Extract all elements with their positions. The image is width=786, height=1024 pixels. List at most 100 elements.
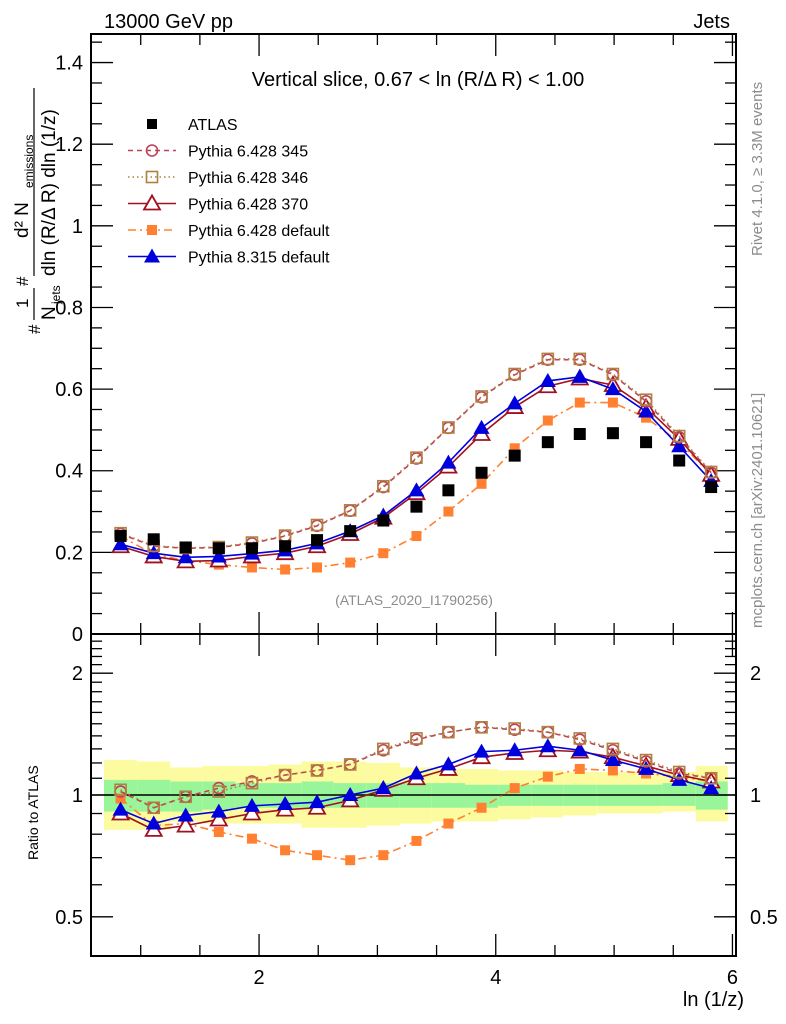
y-tick-label: 0.6 xyxy=(55,379,83,401)
data-point xyxy=(541,436,554,449)
ylabel-numerator-sub: emissions xyxy=(22,135,36,188)
y-tick-label: 0 xyxy=(72,624,83,646)
rivet-label-group: Rivet 4.1.0, ≥ 3.3M events xyxy=(749,82,766,256)
data-point xyxy=(640,436,653,449)
ylabel-numerator: d² N xyxy=(12,202,33,238)
data-point xyxy=(571,368,588,383)
ratio-ylabel-group: Ratio to ATLAS xyxy=(25,765,41,860)
data-point xyxy=(475,466,488,479)
ratio-point xyxy=(242,803,262,821)
data-point xyxy=(574,397,585,408)
data-point xyxy=(573,352,587,366)
ratio-point xyxy=(114,783,127,797)
main-series xyxy=(111,352,721,575)
ylabel-prefactor-den-hash: # xyxy=(25,324,44,334)
y-tick-label: 1.2 xyxy=(55,134,83,156)
ratio-point xyxy=(345,855,356,866)
ratio-tick-label-right: 2 xyxy=(750,663,761,685)
legend-item: Pythia 6.428 370 xyxy=(128,193,308,214)
ylabel-prefactor-sub: jets xyxy=(49,285,63,305)
data-point xyxy=(506,395,523,410)
ratio-point xyxy=(312,850,323,861)
ratio-point xyxy=(309,794,326,809)
ratio-point xyxy=(410,732,423,745)
ratio-point xyxy=(476,802,487,813)
legend-label: Pythia 6.428 default xyxy=(188,223,330,240)
legend-marker xyxy=(142,193,162,211)
mcplots-label-group: mcplots.cern.ch [arXiv:2401.10621] xyxy=(749,393,766,628)
ylabel-prefactor-den: N xyxy=(39,306,60,320)
ratio-point xyxy=(475,721,488,734)
ratio-point xyxy=(280,845,291,856)
ratio-series-pythia-6-428-346 xyxy=(114,721,718,815)
data-point xyxy=(179,541,192,554)
data-point xyxy=(606,367,620,381)
legend-item: Pythia 6.428 346 xyxy=(128,170,308,187)
legend-label: ATLAS xyxy=(188,117,238,134)
series-atlas xyxy=(114,427,718,555)
data-point xyxy=(672,429,686,443)
ratio-point xyxy=(343,758,357,771)
ratio-point xyxy=(508,722,521,735)
ratio-point xyxy=(440,756,457,771)
data-point xyxy=(410,500,423,513)
ratio-point xyxy=(243,797,260,812)
ratio-point xyxy=(638,760,655,775)
ratio-point xyxy=(573,732,587,745)
ratio-point xyxy=(574,763,585,774)
data-point xyxy=(177,549,194,564)
series-line xyxy=(120,358,712,550)
legend-label: Pythia 6.428 345 xyxy=(188,144,308,161)
data-point xyxy=(411,531,422,542)
y-tick-label: 1 xyxy=(72,216,83,238)
y-tick-label: 0.4 xyxy=(55,461,83,483)
data-point xyxy=(476,478,487,489)
ratio-series-pythia-8-315-default xyxy=(112,738,720,830)
data-point xyxy=(607,397,618,408)
ratio-line xyxy=(120,726,712,809)
legend-item: Pythia 8.315 default xyxy=(128,248,330,267)
data-point xyxy=(638,403,655,418)
ratio-point xyxy=(539,738,556,753)
data-point xyxy=(280,564,291,575)
ratio-point xyxy=(442,725,455,739)
data-point xyxy=(673,454,686,467)
ratio-point xyxy=(639,753,653,767)
legend-label: Pythia 6.428 346 xyxy=(188,170,308,187)
ratio-tick-label-right: 0.5 xyxy=(750,907,778,929)
ratio-tick-label-left: 2 xyxy=(72,663,83,685)
data-point xyxy=(508,449,521,462)
rivet-label: Rivet 4.1.0, ≥ 3.3M events xyxy=(749,82,766,256)
ratio-point xyxy=(604,752,621,767)
ratio-point xyxy=(378,850,389,861)
legend-marker xyxy=(147,119,157,129)
ratio-point xyxy=(179,790,192,804)
legend-item: Pythia 6.428 345 xyxy=(128,144,308,161)
ratio-point xyxy=(342,787,359,801)
ratio-point xyxy=(703,780,720,795)
ratio-point xyxy=(115,793,126,804)
data-point xyxy=(473,419,490,434)
ratio-tick-label-right: 1 xyxy=(750,785,761,807)
ratio-point xyxy=(607,765,618,776)
data-point xyxy=(378,548,389,559)
ratio-point xyxy=(672,765,686,779)
data-point xyxy=(641,412,652,423)
legend-label: Pythia 8.315 default xyxy=(188,250,330,267)
ratio-point xyxy=(506,742,523,757)
data-point xyxy=(343,504,357,517)
data-point xyxy=(310,518,324,532)
ratio-point xyxy=(606,742,620,756)
data-point xyxy=(541,352,555,366)
ratio-point xyxy=(375,780,392,795)
data-point xyxy=(443,506,454,517)
ratio-point xyxy=(212,785,226,798)
data-point xyxy=(475,390,488,403)
data-point xyxy=(705,481,718,494)
axes: 0 0.2 0.4 0.6 0.8 1 1.2 1.4 2 4 6 0.5 0.5 1 1 2 2 xyxy=(55,33,778,989)
data-point xyxy=(509,443,520,454)
ratio-point xyxy=(147,801,161,815)
ratio-point xyxy=(509,783,520,794)
data-point xyxy=(212,542,225,555)
ratio-point xyxy=(145,815,162,830)
